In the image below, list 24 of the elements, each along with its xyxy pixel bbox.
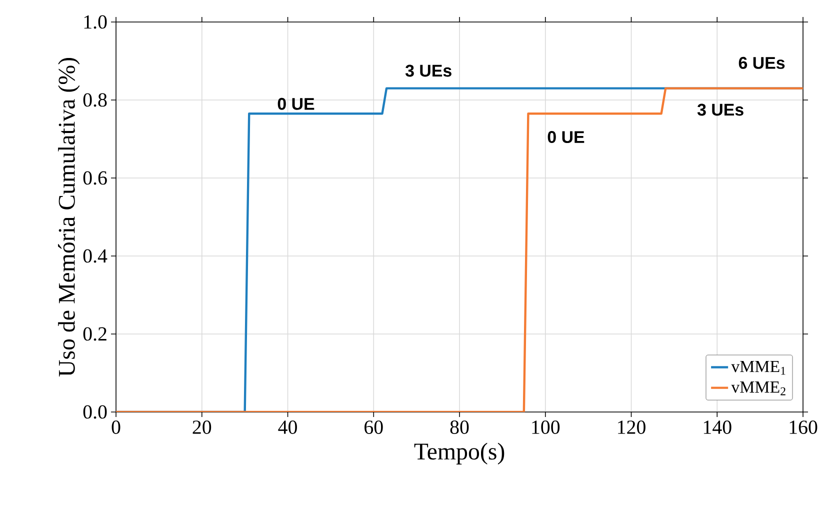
annotation: 3 UEs bbox=[405, 64, 452, 77]
annotation: 0 UE bbox=[548, 131, 584, 144]
y-tick-label: 0.6 bbox=[83, 171, 107, 185]
x-tick-label: 40 bbox=[278, 420, 297, 434]
annotation: 0 UE bbox=[278, 98, 314, 110]
x-tick-label: 0 bbox=[112, 420, 120, 434]
x-tick-label: 140 bbox=[704, 420, 732, 434]
y-tick-label: 0.4 bbox=[83, 249, 108, 263]
x-tick-label: 100 bbox=[532, 420, 560, 434]
x-tick-label: 120 bbox=[618, 420, 646, 434]
annotation: 6 UEs bbox=[738, 56, 785, 69]
y-tick-label: 1.0 bbox=[84, 15, 107, 29]
x-tick-label: 60 bbox=[364, 420, 383, 434]
x-tick-label: 20 bbox=[192, 420, 212, 434]
x-tick-label: 80 bbox=[450, 420, 469, 434]
legend-label: vMME$_{1}$ bbox=[731, 360, 786, 375]
x-axis-title: Tempo(s) bbox=[414, 442, 504, 464]
annotation: 3 UEs bbox=[697, 104, 744, 116]
y-axis-title: Uso de Memória Cumulativa (%) bbox=[58, 58, 80, 377]
x-tick-label: 160 bbox=[790, 420, 818, 434]
y-tick-label: 0.0 bbox=[83, 405, 107, 419]
y-tick-label: 0.2 bbox=[83, 327, 106, 341]
legend-label: vMME$_{2}$ bbox=[731, 382, 786, 396]
y-tick-label: 0.8 bbox=[83, 93, 107, 107]
